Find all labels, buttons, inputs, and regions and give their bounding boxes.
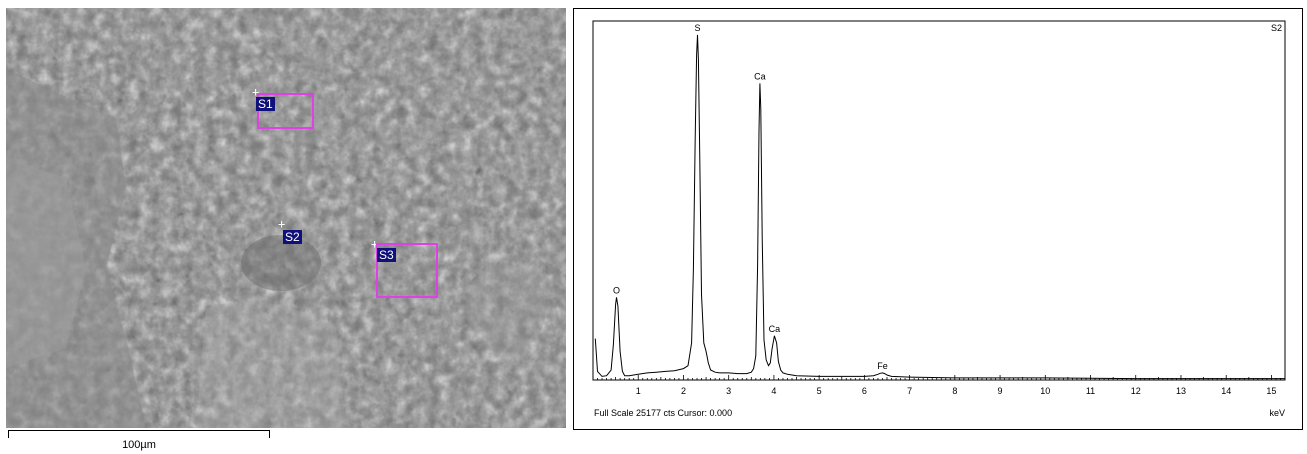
x-tick-label: 9 — [998, 386, 1003, 396]
peak-label-o: O — [613, 285, 620, 295]
x-tick-label: 10 — [1040, 386, 1050, 396]
x-axis: 1 2 3 4 5 6 7 8 9 10 11 12 13 14 15 — [597, 375, 1286, 396]
spectrum-id-label: S2 — [1271, 23, 1282, 33]
roi-s1-marker: + — [252, 85, 260, 99]
x-tick-label: 8 — [952, 386, 957, 396]
x-axis-unit-label: keV — [1269, 408, 1285, 418]
x-tick-label: 2 — [681, 386, 686, 396]
roi-s2-label: S2 — [283, 230, 302, 244]
roi-s3-box[interactable] — [376, 243, 438, 298]
full-scale-readout: Full Scale 25177 cts Cursor: 0.000 — [594, 408, 732, 418]
x-tick-label: 5 — [817, 386, 822, 396]
roi-s3-marker: + — [371, 237, 379, 251]
x-tick-label: 6 — [862, 386, 867, 396]
sem-micrograph: + S1 + S2 + S3 — [6, 8, 566, 428]
scale-bar — [8, 430, 270, 438]
peak-label-fe: Fe — [877, 361, 888, 371]
peak-label-ca: Ca — [754, 71, 766, 81]
spectrum-frame — [573, 8, 1303, 430]
roi-s1-label: S1 — [256, 97, 275, 111]
plot-area — [592, 20, 1286, 381]
roi-s2-marker: + — [278, 217, 286, 231]
roi-s1-box[interactable] — [257, 93, 314, 129]
x-tick-label: 11 — [1086, 386, 1095, 396]
sem-texture — [6, 8, 566, 428]
x-tick-label: 4 — [771, 386, 776, 396]
peak-label-s: S — [694, 23, 700, 33]
roi-s3-label: S3 — [377, 248, 396, 262]
spectrum-series-line — [594, 34, 1285, 380]
peak-labels: O S Ca Ca Fe — [613, 23, 888, 371]
x-tick-label: 14 — [1221, 386, 1231, 396]
scale-bar-label: 100µm — [122, 439, 156, 451]
peak-label-ca: Ca — [769, 324, 781, 334]
x-tick-label: 3 — [726, 386, 731, 396]
x-tick-label: 7 — [907, 386, 912, 396]
x-tick-label: 13 — [1176, 386, 1186, 396]
x-tick-label: 15 — [1266, 386, 1276, 396]
x-tick-label: 12 — [1131, 386, 1141, 396]
x-tick-label: 1 — [636, 386, 641, 396]
